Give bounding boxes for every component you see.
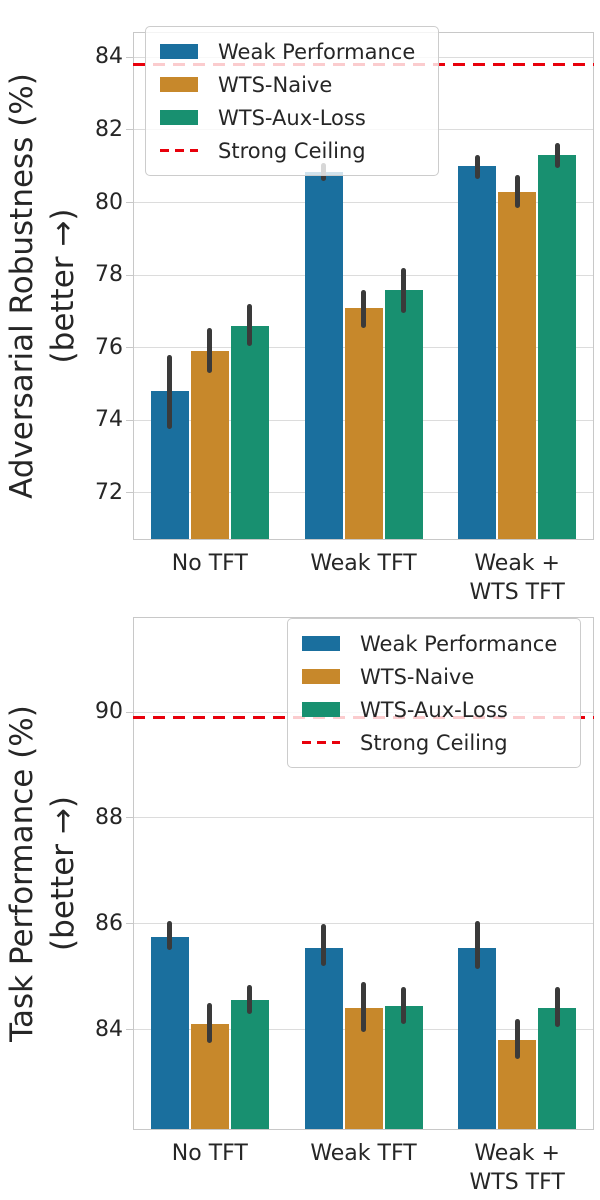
legend-item-strong-ceiling: Strong Ceiling	[302, 726, 564, 759]
y-tick-mark	[126, 129, 133, 131]
x-tick-label: Weak TFT	[310, 1141, 417, 1166]
y-axis-label-line1: Task Performance (%)	[4, 705, 40, 1042]
gridline	[133, 274, 594, 276]
bar-wts-aux-loss	[230, 325, 269, 540]
y-tick-mark	[126, 56, 133, 58]
y-tick-mark	[126, 817, 133, 819]
legend-dash-swatch	[160, 149, 198, 152]
bar-wts-aux-loss	[538, 155, 577, 540]
legend-item-wts-aux-loss: WTS-Aux-Loss	[302, 693, 564, 726]
legend: Weak Performance WTS-Naive WTS-Aux-Loss Str…	[145, 26, 439, 176]
legend-item-weak-performance: Weak Performance	[160, 35, 422, 68]
legend-swatch-weak-performance	[160, 44, 198, 59]
legend-label: Weak Performance	[218, 39, 416, 64]
y-tick-label: 90	[95, 699, 123, 725]
y-tick-mark	[126, 923, 133, 925]
y-axis-label: Task Performance (%) (better →)	[2, 617, 90, 1130]
x-tick-label: Weak + WTS TFT	[469, 551, 565, 605]
bar-wts-naive	[498, 191, 537, 540]
error-bar	[474, 155, 480, 179]
legend-label: Strong Ceiling	[218, 138, 366, 163]
error-bar	[514, 1018, 520, 1059]
gridline	[133, 817, 594, 819]
gridline	[133, 202, 594, 204]
bar-weak-performance	[458, 947, 497, 1130]
bar-weak-performance	[304, 171, 343, 540]
bar-wts-naive	[344, 307, 383, 540]
y-tick-label: 86	[95, 910, 123, 936]
gridline	[133, 923, 594, 925]
legend-item-weak-performance: Weak Performance	[302, 627, 564, 660]
x-tick-label: Weak + WTS TFT	[469, 1141, 565, 1195]
y-tick-label: 80	[95, 189, 123, 215]
y-tick-label: 74	[95, 407, 123, 433]
legend-label: WTS-Naive	[218, 72, 333, 97]
legend-swatch-wts-aux-loss	[160, 110, 198, 125]
y-tick-mark	[126, 492, 133, 494]
error-bar	[247, 984, 253, 1014]
legend-swatch-weak-performance	[302, 636, 340, 651]
error-bar	[361, 289, 366, 328]
y-tick-label: 84	[95, 44, 123, 70]
legend-item-strong-ceiling: Strong Ceiling	[160, 134, 422, 167]
legend-swatch-wts-naive	[302, 669, 340, 684]
bar-weak-performance	[150, 936, 189, 1130]
bar-wts-aux-loss	[230, 1000, 269, 1130]
legend-item-wts-naive: WTS-Naive	[160, 68, 422, 101]
error-bar	[401, 267, 406, 314]
error-bar	[361, 981, 366, 1033]
y-tick-mark	[126, 274, 133, 276]
x-tick-label: No TFT	[171, 1141, 248, 1166]
error-bar	[514, 175, 520, 208]
y-tick-label: 78	[95, 262, 123, 288]
y-tick-mark	[126, 202, 133, 204]
y-tick-label: 72	[95, 479, 123, 505]
error-bar	[207, 327, 213, 374]
x-tick-label: Weak TFT	[310, 551, 417, 576]
y-tick-mark	[126, 711, 133, 713]
legend-label: WTS-Aux-Loss	[360, 697, 508, 722]
y-tick-mark	[126, 347, 133, 349]
error-bar	[167, 354, 173, 430]
y-tick-label: 88	[95, 804, 123, 830]
legend-swatch-wts-aux-loss	[302, 702, 340, 717]
error-bar	[321, 923, 326, 967]
bar-wts-aux-loss	[538, 1008, 577, 1130]
y-tick-mark	[126, 1029, 133, 1030]
error-bar	[554, 142, 560, 169]
error-bar	[401, 987, 406, 1025]
legend-label: Weak Performance	[360, 631, 558, 656]
bar-weak-performance	[304, 947, 343, 1130]
y-tick-label: 76	[95, 334, 123, 360]
legend-item-wts-naive: WTS-Naive	[302, 660, 564, 693]
legend-label: WTS-Aux-Loss	[218, 105, 366, 130]
bar-weak-performance	[458, 166, 497, 540]
y-axis-label-line2: (better →)	[45, 796, 81, 951]
bar-wts-aux-loss	[384, 1005, 423, 1130]
legend-item-wts-aux-loss: WTS-Aux-Loss	[160, 101, 422, 134]
error-bar	[474, 921, 480, 969]
y-tick-label: 82	[95, 116, 123, 142]
bar-wts-aux-loss	[384, 289, 423, 540]
y-tick-label: 84	[95, 1016, 123, 1042]
x-tick-label: No TFT	[171, 551, 248, 576]
legend-label: Strong Ceiling	[360, 730, 508, 755]
legend-label: WTS-Naive	[360, 664, 475, 689]
bar-wts-naive	[190, 351, 229, 540]
legend-swatch-wts-naive	[160, 77, 198, 92]
legend: Weak Performance WTS-Naive WTS-Aux-Loss Str…	[287, 618, 581, 768]
error-bar	[167, 921, 173, 951]
error-bar	[554, 987, 560, 1027]
error-bar	[207, 1003, 213, 1043]
y-tick-mark	[126, 419, 133, 421]
legend-dash-swatch	[302, 741, 340, 744]
error-bar	[247, 304, 253, 346]
